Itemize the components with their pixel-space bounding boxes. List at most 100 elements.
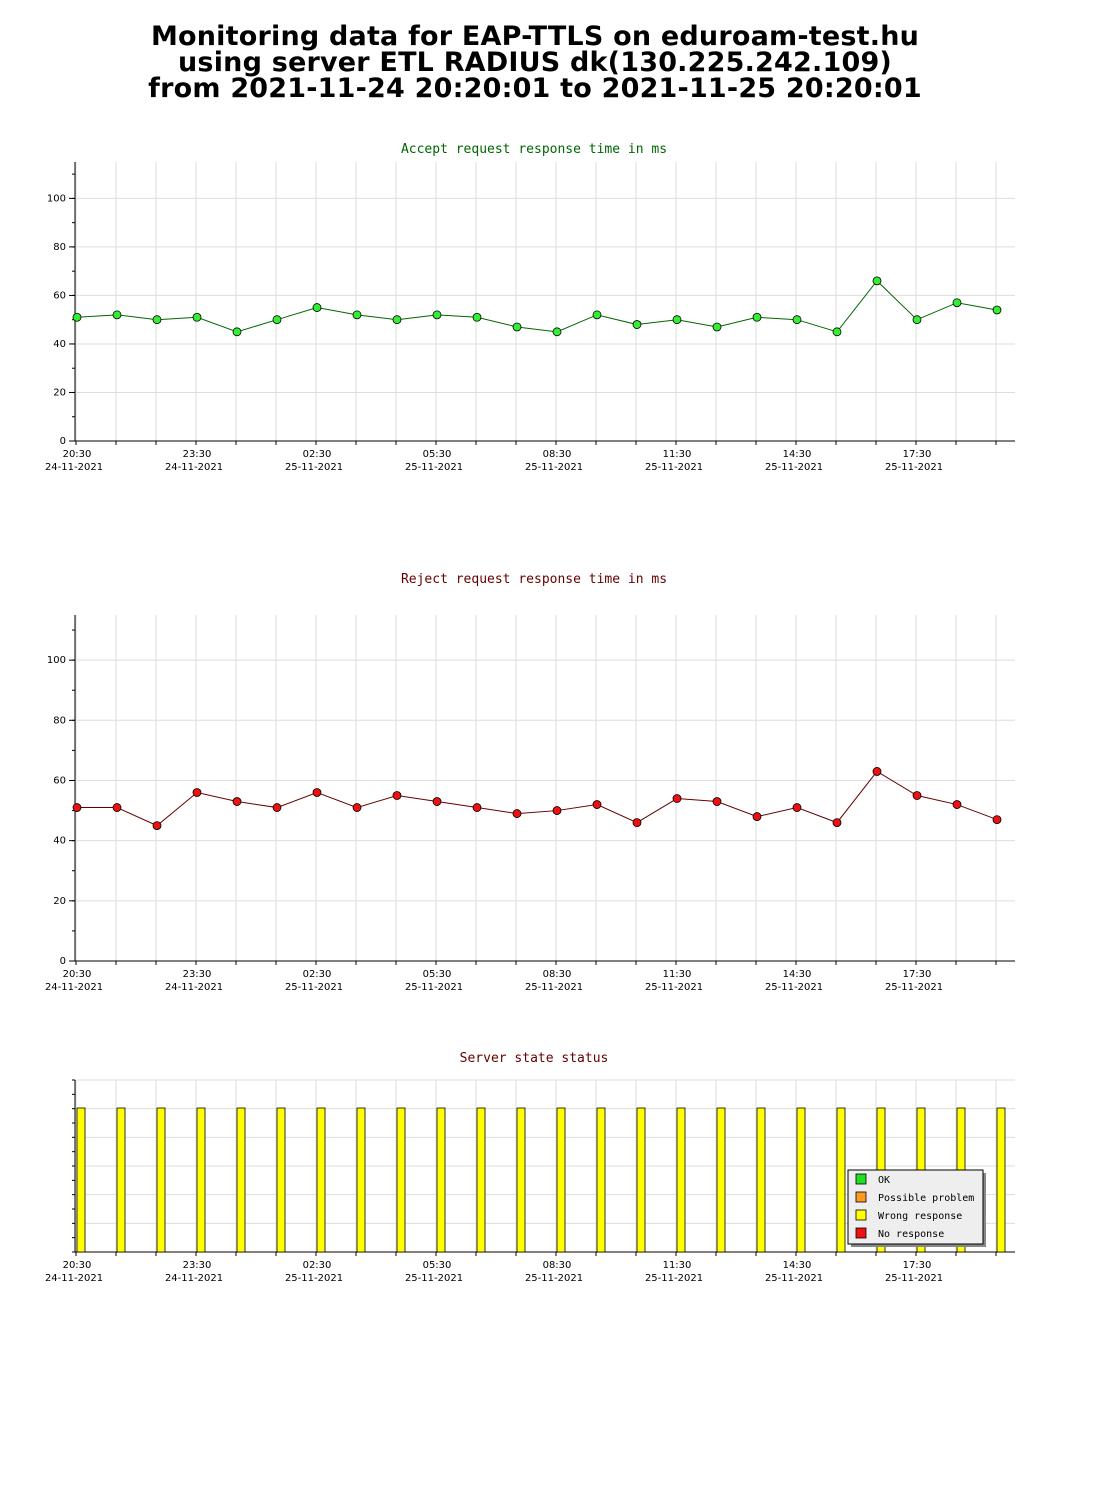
x-tick-time: 08:30 — [543, 1260, 572, 1271]
reject-data-point — [352, 803, 362, 812]
x-tick-time: 17:30 — [903, 969, 932, 980]
accept-data-point — [712, 322, 722, 332]
accept-data-point — [992, 305, 1002, 315]
x-tick-time: 17:30 — [903, 449, 932, 460]
reject-data-point — [872, 767, 882, 776]
status-bar — [516, 1107, 526, 1253]
reject-data-point — [992, 815, 1002, 824]
x-tick-time: 14:30 — [783, 449, 812, 460]
x-tick-time: 08:30 — [543, 969, 572, 980]
legend-swatch — [855, 1227, 867, 1239]
accept-data-point — [192, 312, 202, 322]
accept-data-point — [152, 315, 162, 325]
x-tick-time: 08:30 — [543, 449, 572, 460]
accept-data-point — [672, 315, 682, 325]
reject-data-point — [472, 803, 482, 812]
reject-data-point — [232, 797, 242, 806]
x-tick-time: 05:30 — [423, 449, 452, 460]
x-tick-date: 25-11-2021 — [885, 462, 943, 473]
x-tick-date: 25-11-2021 — [765, 982, 823, 993]
x-tick-date: 24-11-2021 — [165, 1273, 223, 1284]
legend-label: Wrong response — [878, 1211, 962, 1222]
accept-data-point — [432, 310, 442, 320]
reject-data-point — [752, 812, 762, 821]
x-tick-date: 25-11-2021 — [525, 982, 583, 993]
x-tick-time: 11:30 — [663, 1260, 692, 1271]
legend-swatch — [855, 1191, 867, 1203]
accept-chart-group: Accept request response time in ms 20:30 2… — [45, 142, 1015, 473]
reject-data-point — [192, 788, 202, 797]
reject-data-point — [632, 818, 642, 827]
reject-data-point — [112, 803, 122, 812]
status-bar — [276, 1107, 286, 1253]
y-tick-label: 0 — [60, 436, 66, 447]
reject-data-point — [152, 821, 162, 831]
accept-data-point — [512, 322, 522, 332]
reject-data-point — [712, 797, 722, 806]
reject-data-point — [432, 797, 442, 806]
x-tick-date: 25-11-2021 — [765, 1273, 823, 1284]
x-tick-time: 02:30 — [303, 1260, 332, 1271]
reject-data-point — [592, 800, 602, 809]
status-chart-group: Server state status 20:30 24-11-2021 23:30 2… — [45, 1051, 1015, 1284]
legend-swatch — [855, 1209, 867, 1221]
y-tick-label: 60 — [53, 775, 66, 786]
reject-data-point — [312, 788, 322, 797]
y-tick-label: 100 — [47, 655, 66, 666]
x-tick-time: 02:30 — [303, 449, 332, 460]
legend-label: No response — [878, 1229, 944, 1240]
status-bar — [836, 1107, 846, 1253]
status-bar — [596, 1107, 606, 1253]
status-bar — [356, 1107, 366, 1253]
x-tick-time: 23:30 — [183, 449, 212, 460]
x-tick-time: 05:30 — [423, 969, 452, 980]
status-bar — [76, 1107, 86, 1253]
accept-data-point — [792, 315, 802, 325]
y-tick-label: 40 — [53, 836, 66, 847]
status-bar — [556, 1107, 566, 1253]
x-tick-time: 14:30 — [783, 969, 812, 980]
page-title: Monitoring data for EAP-TTLS on eduroam-… — [0, 21, 1070, 102]
x-tick-time: 11:30 — [663, 449, 692, 460]
reject-data-point — [392, 791, 402, 800]
accept-data-point — [912, 315, 922, 325]
status-bar — [716, 1107, 726, 1253]
status-bar — [156, 1107, 166, 1253]
x-tick-time: 20:30 — [63, 449, 92, 460]
chart-title: Server state status — [460, 1051, 609, 1066]
x-tick-time: 20:30 — [63, 969, 92, 980]
x-tick-date: 25-11-2021 — [885, 982, 943, 993]
x-tick-date: 25-11-2021 — [285, 1273, 343, 1284]
status-bar — [436, 1107, 446, 1253]
x-tick-date: 25-11-2021 — [885, 1273, 943, 1284]
accept-data-point — [232, 327, 242, 337]
status-bar — [116, 1107, 126, 1253]
accept-data-point — [472, 312, 482, 322]
reject-data-point — [912, 791, 922, 800]
accept-data-point — [352, 310, 362, 320]
legend-label: OK — [878, 1175, 890, 1186]
x-tick-date: 25-11-2021 — [285, 462, 343, 473]
accept-data-point — [72, 312, 82, 322]
reject-chart-group: Reject request response time in ms 20:30 2… — [45, 572, 1015, 993]
accept-series-line — [76, 280, 998, 333]
status-bar — [636, 1107, 646, 1253]
y-tick-label: 100 — [47, 193, 66, 204]
reject-series-line — [77, 770, 998, 827]
status-bar — [796, 1107, 806, 1253]
accept-data-point — [592, 310, 602, 320]
y-tick-label: 0 — [60, 956, 66, 967]
y-tick-label: 80 — [53, 242, 66, 253]
title-line-2: using server ETL RADIUS dk(130.225.242.1… — [178, 47, 892, 78]
accept-data-point — [752, 312, 762, 322]
accept-data-point — [272, 315, 282, 325]
x-tick-date: 25-11-2021 — [765, 462, 823, 473]
status-bar — [316, 1107, 326, 1253]
accept-data-point — [112, 310, 122, 320]
x-tick-date: 25-11-2021 — [645, 462, 703, 473]
x-tick-date: 25-11-2021 — [405, 1273, 463, 1284]
x-tick-date: 24-11-2021 — [165, 462, 223, 473]
reject-data-point — [792, 803, 802, 812]
title-line-1: Monitoring data for EAP-TTLS on eduroam-… — [150, 21, 920, 52]
